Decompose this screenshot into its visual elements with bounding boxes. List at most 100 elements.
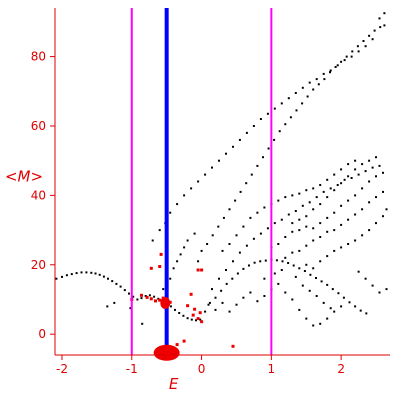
data-point-black xyxy=(242,267,245,270)
data-point-black xyxy=(340,223,343,226)
data-point-black xyxy=(291,251,294,254)
y-tick-label: 60 xyxy=(31,119,46,133)
data-point-black xyxy=(319,184,322,186)
data-point-red xyxy=(189,292,193,296)
data-point-black xyxy=(266,227,269,230)
data-point-black xyxy=(312,88,315,91)
data-point-black xyxy=(375,175,377,178)
data-point-black xyxy=(141,322,144,325)
data-point-black xyxy=(347,218,350,221)
data-point-black xyxy=(333,173,336,176)
data-point-black xyxy=(345,55,348,58)
data-point-black xyxy=(312,239,315,242)
data-point-black xyxy=(220,289,223,292)
data-point-black xyxy=(371,284,374,287)
data-point-black xyxy=(291,222,294,225)
data-point-red xyxy=(145,295,149,299)
y-tick-label: 20 xyxy=(31,258,46,272)
data-point-black xyxy=(294,92,297,94)
data-point-red xyxy=(193,307,197,311)
data-point-black xyxy=(319,322,322,325)
data-point-black xyxy=(151,239,154,242)
data-point-black xyxy=(211,166,213,169)
data-point-black xyxy=(284,256,287,259)
data-point-black xyxy=(273,272,276,275)
data-point-black xyxy=(263,277,266,280)
data-point-red xyxy=(158,265,162,268)
data-point-black xyxy=(354,239,357,242)
data-point-black xyxy=(136,298,139,301)
data-point-black xyxy=(333,229,336,232)
data-point-black xyxy=(382,171,384,174)
data-point-black xyxy=(378,17,381,20)
data-point-black xyxy=(262,156,264,159)
data-point-black xyxy=(197,180,200,183)
x-tick-label: 1 xyxy=(268,362,276,376)
data-point-black xyxy=(80,271,83,274)
data-point-black xyxy=(221,301,224,304)
data-point-black xyxy=(281,260,284,263)
data-point-black xyxy=(248,264,250,267)
y-tick-label: 80 xyxy=(31,50,46,64)
data-point-black xyxy=(275,259,278,262)
data-point-black xyxy=(266,112,269,115)
data-point-black xyxy=(303,270,306,272)
data-point-black xyxy=(361,187,364,190)
data-point-black xyxy=(385,208,388,211)
data-point-black xyxy=(378,164,381,167)
data-point-black xyxy=(221,249,224,252)
data-point-black xyxy=(333,189,336,192)
data-point-black xyxy=(305,263,308,266)
data-point-black xyxy=(359,309,362,312)
data-point-black xyxy=(322,301,325,304)
data-point-black xyxy=(375,222,377,225)
data-point-black xyxy=(333,211,336,214)
data-point-black xyxy=(208,301,211,304)
data-point-black xyxy=(382,215,384,218)
data-point-black xyxy=(204,310,207,313)
data-point-black xyxy=(383,12,386,15)
data-point-black xyxy=(256,164,259,167)
data-point-black xyxy=(329,71,331,74)
data-point-black xyxy=(322,190,325,193)
data-point-black xyxy=(111,280,114,283)
data-point-black xyxy=(350,177,353,179)
data-point-black xyxy=(287,262,290,264)
data-point-red xyxy=(159,252,163,256)
data-point-black xyxy=(234,199,237,202)
data-point-black xyxy=(291,194,294,197)
data-point-black xyxy=(371,38,374,41)
data-point-black xyxy=(298,249,301,252)
data-point-black xyxy=(102,275,105,278)
data-point-black xyxy=(113,301,116,304)
data-point-black xyxy=(190,318,193,321)
big-red-marker xyxy=(160,296,171,309)
data-point-black xyxy=(340,182,343,185)
data-point-black xyxy=(123,289,126,292)
data-point-black xyxy=(337,292,340,295)
data-point-black xyxy=(291,298,294,301)
data-point-black xyxy=(222,216,225,219)
data-point-black xyxy=(287,97,290,100)
data-point-black xyxy=(317,83,320,86)
data-point-black xyxy=(277,282,280,285)
x-tick-label: -1 xyxy=(126,362,138,376)
data-point-red xyxy=(182,339,186,343)
data-point-black xyxy=(169,277,172,280)
big-red-markers-layer xyxy=(153,296,180,361)
data-point-black xyxy=(169,305,172,308)
data-point-black xyxy=(329,187,332,190)
vertical-lines-layer xyxy=(130,8,273,355)
data-point-black xyxy=(65,274,68,277)
data-point-black xyxy=(323,78,326,81)
data-point-black xyxy=(148,294,151,297)
data-point-black xyxy=(326,216,329,219)
data-point-black xyxy=(183,194,186,197)
data-point-black xyxy=(162,288,165,291)
data-point-black xyxy=(375,196,377,199)
data-point-black xyxy=(284,291,287,294)
data-point-black xyxy=(273,107,276,110)
y-axis-title: <M> xyxy=(5,168,43,186)
data-point-black xyxy=(278,130,281,133)
